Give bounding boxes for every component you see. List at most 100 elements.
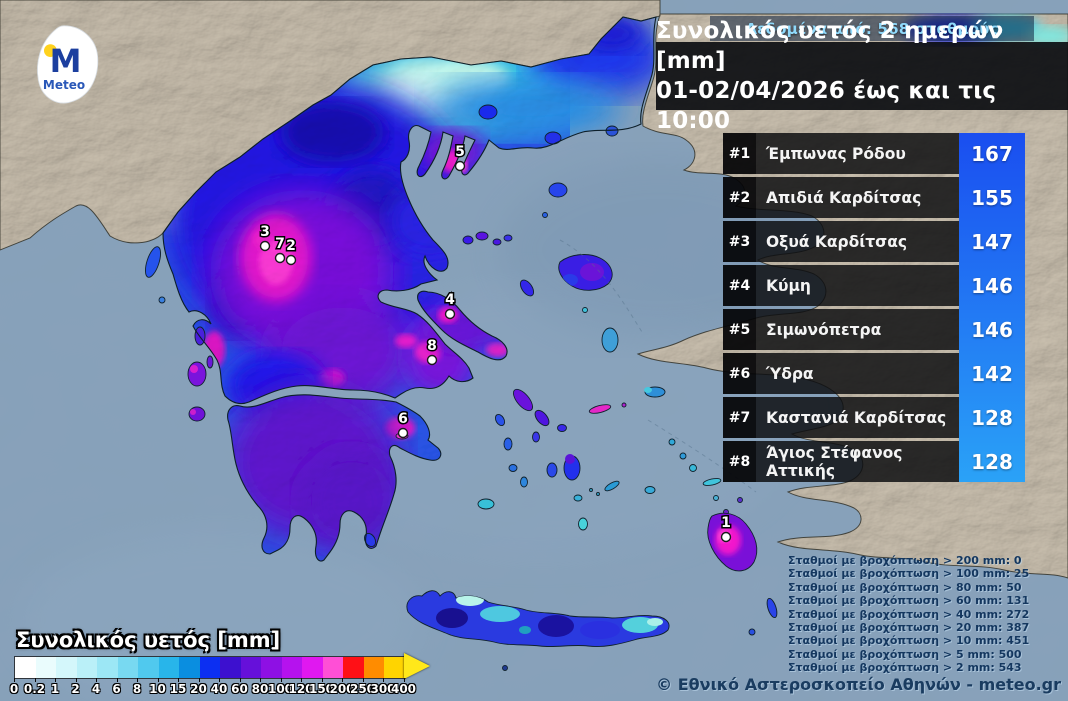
scale-tick-mark (137, 678, 138, 682)
scale-tick-label: 4 (91, 682, 101, 696)
data-source-bar: Δεδομένα από: 568 σταθμούς (710, 16, 1034, 41)
scale-segment (56, 657, 77, 678)
station-marker-dot (397, 427, 409, 439)
station-marker-label: 1 (721, 515, 731, 531)
scale-segment (220, 657, 241, 678)
station-marker-dot (720, 531, 732, 543)
scale-tick-mark (383, 678, 384, 682)
map-title-box: Συνολικός υετός 2 ημερών [mm] 01-02/04/2… (656, 18, 1068, 134)
rainfall-value: 128 (971, 449, 1013, 474)
station-marker: 3 (259, 223, 271, 252)
scale-tick-label: 1 (50, 682, 60, 696)
lesbos-island (558, 254, 613, 291)
scale-tick-mark (178, 678, 179, 682)
scale-tick-mark (34, 678, 36, 682)
scale-tick-mark (116, 678, 118, 682)
rank-label: #4 (723, 265, 756, 306)
station-marker: 7 (274, 235, 286, 264)
rainfall-value: 146 (971, 273, 1013, 298)
threshold-stat-line: Σταθμοί με βροχόπτωση > 40 mm: 272 (788, 607, 1030, 621)
station-marker: 5 (454, 143, 466, 172)
scale-tick-mark (96, 678, 97, 682)
rainfall-value: 155 (971, 185, 1013, 210)
scale-tick-label: 150 (308, 682, 335, 696)
rank-label: #3 (723, 221, 756, 262)
station-marker-dot (274, 252, 286, 264)
sea-boundary-lines (559, 239, 757, 493)
ranking-row: #6 Ύδρα 142 (723, 353, 1025, 394)
station-marker-dot (285, 254, 297, 266)
station-marker: 4 (444, 291, 457, 320)
station-marker-label: 5 (455, 144, 465, 160)
station-name: Έμπωνας Ρόδου (756, 133, 959, 174)
station-marker-dot (259, 240, 271, 252)
station-marker-dot (454, 160, 466, 172)
scale-segment (179, 657, 200, 678)
scale-tick-label: 20 (190, 682, 207, 696)
ranking-row: #7 Καστανιά Καρδίτσας 128 (723, 397, 1025, 438)
meteo-logo: M Meteo (37, 25, 99, 104)
colour-scale-arrow (404, 653, 430, 679)
scale-tick-label: 100 (267, 682, 294, 696)
station-name: Άγιος Στέφανος Αττικής (756, 441, 959, 482)
station-marker-dot (444, 308, 456, 320)
threshold-stat-line: Σταθμοί με βροχόπτωση > 5 mm: 500 (788, 647, 1022, 661)
threshold-stat-line: Σταθμοί με βροχόπτωση > 10 mm: 451 (788, 634, 1030, 648)
scale-tick-label: 400 (390, 682, 417, 696)
scale-tick-mark (280, 678, 282, 682)
scale-tick-label: 200 (329, 682, 355, 696)
ranking-row: #1 Έμπωνας Ρόδου 167 (723, 133, 1025, 174)
ranking-row: #8 Άγιος Στέφανος Αττικής 128 (723, 441, 1025, 482)
colour-scale-ticks (14, 678, 424, 682)
rank-label: #8 (723, 441, 756, 482)
colour-scale-bar (14, 656, 406, 679)
station-name: Ύδρα (756, 353, 959, 394)
threshold-stat-line: Σταθμοί με βροχόπτωση > 2 mm: 543 (788, 661, 1022, 675)
ranking-row: #3 Οξυά Καρδίτσας 147 (723, 221, 1025, 262)
station-marker-dot (426, 354, 438, 366)
rainfall-value: 147 (971, 229, 1013, 254)
scale-segment (158, 657, 179, 678)
rainfall-value: 128 (971, 405, 1013, 430)
threshold-stat-line: Σταθμοί με βροχόπτωση > 60 mm: 131 (788, 594, 1030, 608)
station-name: Καστανιά Καρδίτσας (756, 397, 959, 438)
colour-scale-title: Συνολικός υετός [mm] (16, 628, 281, 652)
rank-label: #5 (723, 309, 756, 350)
scale-tick-mark (75, 678, 77, 682)
scale-tick-label: 15 (169, 682, 187, 696)
scale-segment (384, 657, 405, 678)
scale-tick-mark (239, 678, 241, 682)
threshold-stat-line: Σταθμοί με βροχόπτωση > 200 mm: 0 (788, 554, 1022, 567)
ranking-row: #5 Σιμωνόπετρα 146 (723, 309, 1025, 350)
scale-tick-label: 60 (231, 682, 248, 696)
scale-tick-label: 6 (112, 682, 121, 696)
scale-segment (15, 657, 36, 678)
scale-tick-label: 40 (210, 682, 228, 696)
scale-tick-mark (14, 678, 15, 682)
scale-tick-label: 250 (349, 682, 376, 696)
station-ranking-list: #1 Έμπωνας Ρόδου 167 #2 Απιδιά Καρδίτσας 155 #… (723, 133, 1025, 485)
station-marker-label: 3 (260, 224, 270, 240)
scale-segment (281, 657, 302, 678)
scale-tick-label: 8 (132, 682, 142, 696)
scale-tick-mark (403, 678, 405, 682)
station-marker-label: 4 (445, 292, 455, 308)
scale-tick-mark (321, 678, 323, 682)
map-title-line1: Συνολικός υετός 2 ημερών [mm] (656, 18, 1004, 74)
ranking-value-strip (959, 133, 1025, 482)
scale-tick-mark (301, 678, 302, 682)
logo-wordmark: Meteo (43, 78, 85, 92)
rainfall-value: 167 (971, 141, 1013, 166)
station-marker: 2 (285, 237, 297, 266)
colour-scale-labels: 0 0.2 1 2 4 6 8 10 15 20 40 60 80 100 120 150 200 250 300 4… (10, 682, 444, 696)
station-marker-label: 8 (427, 338, 437, 354)
scale-segment (97, 657, 118, 678)
station-name: Κύμη (756, 265, 959, 306)
scale-tick-mark (157, 678, 159, 682)
scale-tick-mark (198, 678, 200, 682)
scale-tick-label: 2 (71, 682, 80, 696)
scale-tick-mark (342, 678, 343, 682)
scale-segment (322, 657, 343, 678)
scale-tick-mark (219, 678, 220, 682)
